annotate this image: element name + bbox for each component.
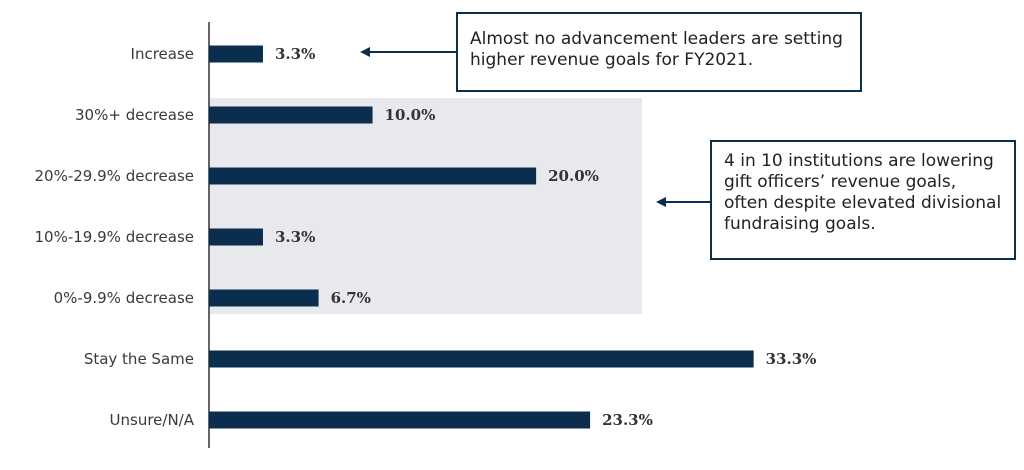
- value-label-increase: 3.3%: [275, 45, 315, 63]
- value-label-stay-the-same: 33.3%: [766, 350, 817, 368]
- category-label-stay-the-same: Stay the Same: [84, 350, 194, 368]
- bar-0-9-9-decrease: [209, 289, 319, 307]
- bar-stay-the-same: [209, 350, 754, 368]
- category-label-unsure-n-a: Unsure/N/A: [110, 411, 195, 429]
- category-label-0-9-9-decrease: 0%-9.9% decrease: [54, 289, 194, 307]
- bar-unsure-n-a: [209, 411, 591, 429]
- category-label-30-decrease: 30%+ decrease: [75, 106, 194, 124]
- value-label-0-9-9-decrease: 6.7%: [331, 289, 371, 307]
- annotation-arrows: [360, 47, 710, 207]
- bar-increase: [209, 45, 263, 63]
- callout-lowering-goals: 4 in 10 institutions are lowering gift o…: [710, 140, 1016, 260]
- value-label-unsure-n-a: 23.3%: [602, 411, 653, 429]
- category-label-10-19-9-decrease: 10%-19.9% decrease: [35, 228, 194, 246]
- bar-30-decrease: [209, 106, 373, 124]
- bar-20-29-9-decrease: [209, 167, 537, 185]
- value-label-20-29-9-decrease: 20.0%: [548, 167, 599, 185]
- decrease-highlight-band: [209, 98, 642, 314]
- value-label-30-decrease: 10.0%: [385, 106, 436, 124]
- annotation-arrow-1-head: [360, 47, 370, 57]
- category-label-20-29-9-decrease: 20%-29.9% decrease: [35, 167, 194, 185]
- category-label-increase: Increase: [131, 45, 194, 63]
- callout-higher-goals: Almost no advancement leaders are settin…: [456, 12, 862, 92]
- value-label-10-19-9-decrease: 3.3%: [275, 228, 315, 246]
- bars-group: Increase 3.3% 30%+ decrease 10.0% 20%-29.9% …: [35, 45, 817, 429]
- bar-10-19-9-decrease: [209, 228, 263, 246]
- annotation-arrow-2-head: [656, 197, 666, 207]
